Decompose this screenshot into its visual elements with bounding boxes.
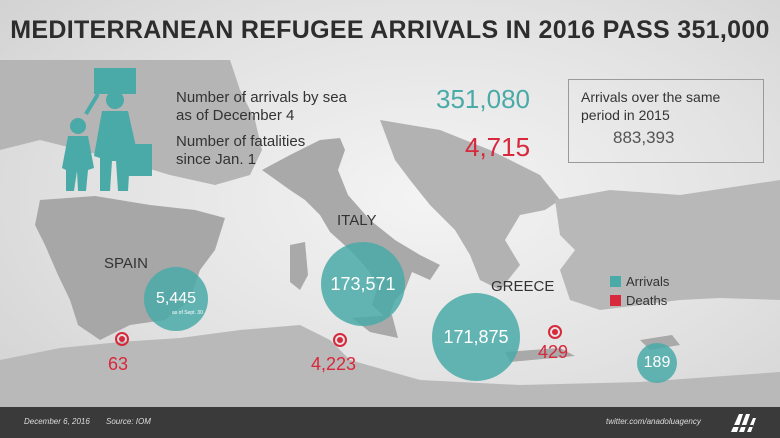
death-marker-spain <box>115 332 129 346</box>
deaths-value-italy: 4,223 <box>311 354 357 374</box>
arrivals-bubble-spain: 5,445 <box>144 267 208 331</box>
fatalities-label: Number of fatalities since Jan. 1 <box>176 133 305 169</box>
page-title: MEDITERRANEAN REFUGEE ARRIVALS IN 2016 P… <box>10 16 770 44</box>
comparison-box: Arrivals over the same period in 2015 88… <box>568 79 764 163</box>
comparison-label-line-1: Arrivals over the same <box>581 89 721 105</box>
country-label-greece: GREECE <box>491 278 555 295</box>
fatalities-value: 4,715 <box>465 132 531 162</box>
deaths-value-greece: 429 <box>538 342 569 362</box>
legend-deaths-swatch <box>610 295 621 306</box>
deaths-value-spain: 63 <box>108 354 129 374</box>
footer-bar: December 6, 2016 Source: IOM twitter.com… <box>0 407 780 438</box>
arrivals-value-spain: 5,445 <box>155 290 197 307</box>
death-marker-italy <box>333 333 347 347</box>
comparison-value: 883,393 <box>613 128 675 147</box>
death-marker-greece <box>548 325 562 339</box>
arrivals-bubble-italy: 173,571 <box>321 242 405 326</box>
arrivals-bubble-cyprus: 189 <box>637 343 677 383</box>
comparison-label-line-2: period in 2015 <box>581 107 670 123</box>
legend-arrivals-label: Arrivals <box>626 274 670 289</box>
footer-handle[interactable]: twitter.com/anadoluagency <box>606 417 701 426</box>
arrivals-value-greece: 171,875 <box>443 326 509 347</box>
fatalities-label-line-1: Number of fatalities <box>176 133 306 150</box>
land-crete <box>505 348 575 362</box>
arrivals-value-italy: 173,571 <box>330 273 396 294</box>
arrivals-value: 351,080 <box>436 84 530 114</box>
land-france <box>0 60 262 185</box>
anadolu-agency-logo <box>731 414 756 432</box>
legend-arrivals-swatch <box>610 276 621 287</box>
spain-arrivals-note: as of Sept. 30 <box>172 310 203 316</box>
refugee-family-icon <box>62 68 152 191</box>
arrivals-bubble-greece: 171,875 <box>432 293 520 381</box>
country-label-spain: SPAIN <box>104 255 148 272</box>
land-turkey <box>555 180 780 310</box>
arrivals-label-line-1: Number of arrivals by sea <box>176 89 347 106</box>
footer-date: December 6, 2016 <box>24 417 90 426</box>
fatalities-label-line-2: since Jan. 1 <box>176 151 257 168</box>
arrivals-label: Number of arrivals by sea as of December… <box>176 89 347 125</box>
land-balkans <box>380 120 560 290</box>
footer-source: Source: IOM <box>106 417 151 426</box>
country-label-italy: ITALY <box>337 212 377 229</box>
arrivals-value-cyprus: 189 <box>643 354 671 371</box>
land-sardinia <box>290 242 308 290</box>
comparison-label: Arrivals over the same period in 2015 <box>581 88 761 124</box>
legend-deaths-label: Deaths <box>626 293 668 308</box>
land-africa <box>0 325 780 407</box>
arrivals-label-line-2: as of December 4 <box>176 107 295 124</box>
